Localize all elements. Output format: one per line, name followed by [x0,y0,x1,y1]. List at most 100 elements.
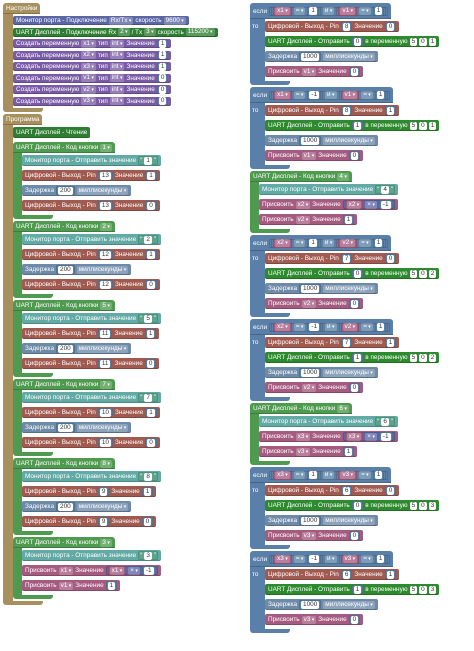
block-field[interactable]: v2 [301,383,317,392]
value-block-and[interactable]: x1=-1иv1=1 [269,90,391,100]
value-block-num[interactable]: 1 [372,238,385,248]
block-field[interactable]: 3 [428,501,437,510]
block-field[interactable]: 5 [409,37,418,46]
value-block-num[interactable]: 6 [340,486,353,495]
block-field[interactable]: 1000 [301,136,320,145]
block-field[interactable]: = [293,91,306,99]
value-block-num[interactable]: 1 [384,570,397,579]
value-block-num[interactable]: 1 [351,353,364,362]
block-field[interactable]: 200 [58,423,73,432]
block-field[interactable]: 1 [107,581,116,590]
block-field[interactable]: 5 [100,301,112,310]
block-digital[interactable]: Цифровой - Выход - Pin 8 Значение 1 [265,105,400,116]
block-digital[interactable]: Цифровой - Выход - Pin 9 Значение 1 [22,486,157,497]
block-field[interactable]: 200 [58,186,73,195]
block-field[interactable]: x3 [275,471,290,479]
block-field[interactable]: 6 [342,570,351,579]
block-field[interactable]: 4 [337,172,349,181]
value-block-num[interactable]: 200 [56,186,75,195]
block-digital[interactable]: Цифровой - Выход - Pin 11 Значение 1 [22,328,160,339]
block-field[interactable]: 7 [342,254,351,263]
block-field[interactable]: = [361,555,373,563]
block-field[interactable]: v1 [342,91,358,99]
block-field[interactable]: v2 [342,323,358,331]
value-block-num[interactable]: 0 [348,151,361,160]
block-field[interactable]: 1000 [301,600,320,609]
value-block-num[interactable]: 1 [384,338,397,347]
block-field[interactable]: миллисекунды [323,600,375,609]
block-field[interactable]: 1 [374,7,383,15]
block-field[interactable]: 1 [353,121,362,130]
block-field[interactable]: 0 [350,67,359,76]
block-field[interactable]: 1 [353,353,362,362]
block-field[interactable]: × [365,432,377,441]
block-delay[interactable]: Задержка 1000 миллисекунды [265,367,378,378]
block-button[interactable]: UART Дисплей - Код кнопки6Монитор порта … [250,403,399,465]
block-field[interactable]: 5 [409,501,418,510]
block-set[interactable]: Присвоитьv2Значение1 [259,214,358,225]
block-button[interactable]: UART Дисплей - Код кнопки8Монитор порта … [13,458,162,535]
value-block-var[interactable]: v3 [338,470,358,480]
block-button[interactable]: UART Дисплей - Код кнопки5Монитор порта … [13,300,162,377]
block-field[interactable]: 1 [100,143,112,152]
block-field[interactable]: 1 [147,408,155,417]
value-block-text[interactable]: “4” [375,185,396,194]
block-field[interactable]: 0 [419,501,427,510]
block-delay[interactable]: Задержка 200 миллисекунды [22,343,132,354]
value-block-num[interactable]: 0 [384,254,397,263]
block-field[interactable]: 9600 [163,16,186,25]
block-field[interactable]: = [359,239,371,247]
block-field[interactable]: и [325,323,337,331]
value-block-var[interactable]: v3 [340,554,360,564]
value-block-num[interactable]: 10 [97,408,113,417]
block-field[interactable]: = [359,7,371,15]
block-field[interactable]: v3 [81,97,96,105]
block-field[interactable]: 1 [158,39,167,48]
value-block-text[interactable]: “5” [138,314,159,323]
value-block-and[interactable]: x2=-1иv2=1 [269,322,391,332]
block-field[interactable]: 1 [428,121,437,130]
block-field[interactable]: 9 [99,517,108,526]
block-uart-send[interactable]: UART Дисплей - Отправить 0 в переменную 5 0 1 [265,36,440,47]
value-block-num[interactable]: -1 [307,90,322,100]
value-block-mul[interactable]: x2×-1 [342,200,395,209]
value-block-num[interactable]: 1 [351,121,364,130]
block-field[interactable]: v2 [81,85,96,94]
block-digital[interactable]: Цифровой - Выход - Pin 6 Значение 0 [265,485,400,496]
value-block-num[interactable]: 1 [374,322,387,332]
block-field[interactable]: 11 [99,329,111,338]
block-button[interactable]: UART Дисплей - Код кнопки3Монитор порта … [13,537,162,599]
value-block-num[interactable]: 8 [340,106,353,115]
value-block-num[interactable]: 11 [97,329,113,338]
block-field[interactable]: 1 [158,62,167,71]
block-uart-send[interactable]: UART Дисплей - Отправить 0 в переменную 5 0 3 [265,500,440,511]
value-block-num[interactable]: 0 [351,501,364,510]
value-block-and[interactable]: x2=1иv2=1 [269,238,389,248]
block-field[interactable]: x2 [275,323,290,331]
value-block-num[interactable]: 9 [97,517,110,526]
block-field[interactable]: 6 [381,417,389,426]
value-block-cmp[interactable]: x1=1 [271,6,321,16]
block-field[interactable]: v1 [58,581,74,590]
block-uart-send[interactable]: UART Дисплей - Отправить 1 в переменную 5 0 1 [265,120,440,131]
value-block-num[interactable]: 9 [97,487,110,496]
value-block-mul[interactable]: x3×-1 [342,432,395,441]
block-button[interactable]: UART Дисплей - Код кнопки4Монитор порта … [250,171,399,233]
block-serial-send[interactable]: Монитор порта - Отправить значение “7” [22,392,162,403]
block-delay[interactable]: Задержка 200 миллисекунды [22,185,132,196]
block-field[interactable]: -1 [380,200,391,209]
block-digital[interactable]: Цифровой - Выход - Pin 11 Значение 0 [22,358,160,369]
block-field[interactable]: -1 [309,91,320,99]
block-field[interactable]: 7 [100,380,112,389]
block-digital[interactable]: Цифровой - Выход - Pin 10 Значение 0 [22,437,160,448]
block-field[interactable]: 6 [342,486,351,495]
block-field[interactable]: 0 [350,531,359,540]
value-block-and[interactable]: x3=-1иv3=1 [269,554,391,564]
block-set[interactable]: Присвоитьv3Значение0 [265,530,364,541]
value-block-cmp[interactable]: x2=-1 [271,322,324,332]
value-block-and[interactable]: x3=1иv3=1 [269,470,389,480]
block-set[interactable]: Присвоитьv1Значение0 [265,66,364,77]
block-field[interactable]: 1 [374,239,383,247]
